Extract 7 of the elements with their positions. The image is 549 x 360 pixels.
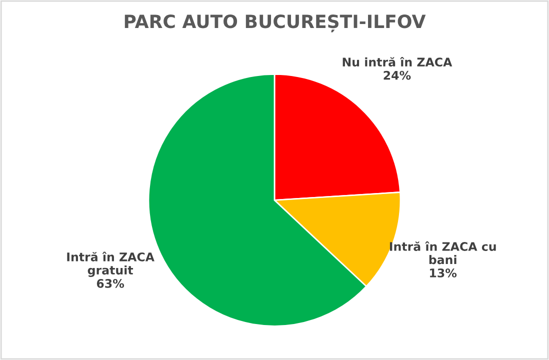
slice-label: Nu intră în ZACA [342, 56, 452, 67]
data-label: 63% [96, 278, 124, 288]
slice-label: Intră în ZACA gratuit [67, 252, 154, 277]
slice-label: Intră în ZACA cu bani [390, 241, 496, 264]
chart-title: PARC AUTO BUCUREȘTI-ILFOV [124, 14, 426, 32]
data-label: 24% [384, 70, 411, 80]
data-label: 13% [430, 268, 457, 278]
